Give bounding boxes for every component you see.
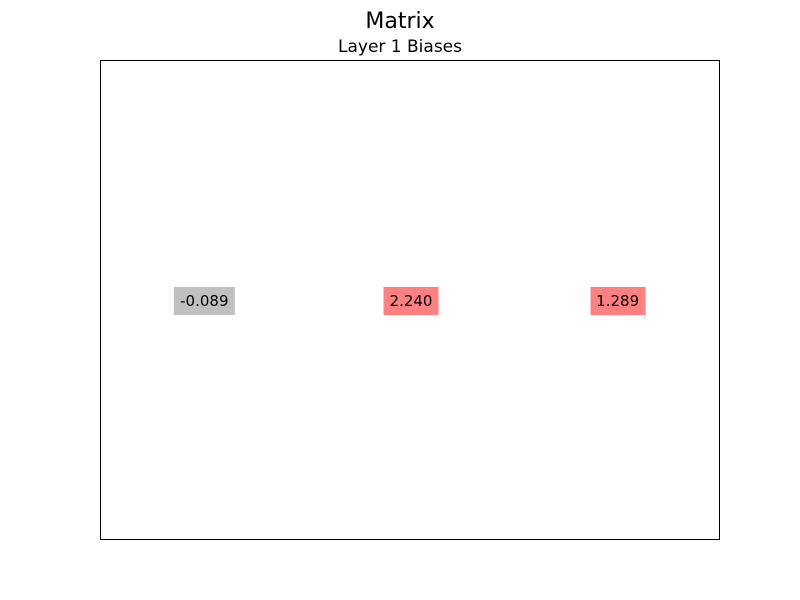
bias-value-label: 2.240 xyxy=(383,287,439,315)
bias-value-label: 1.289 xyxy=(590,287,646,315)
figure-title: Matrix xyxy=(365,9,435,34)
bias-value-label: -0.089 xyxy=(174,287,235,315)
plot-area: -0.089 2.240 1.289 xyxy=(100,60,720,540)
chart-title: Layer 1 Biases xyxy=(338,37,462,57)
